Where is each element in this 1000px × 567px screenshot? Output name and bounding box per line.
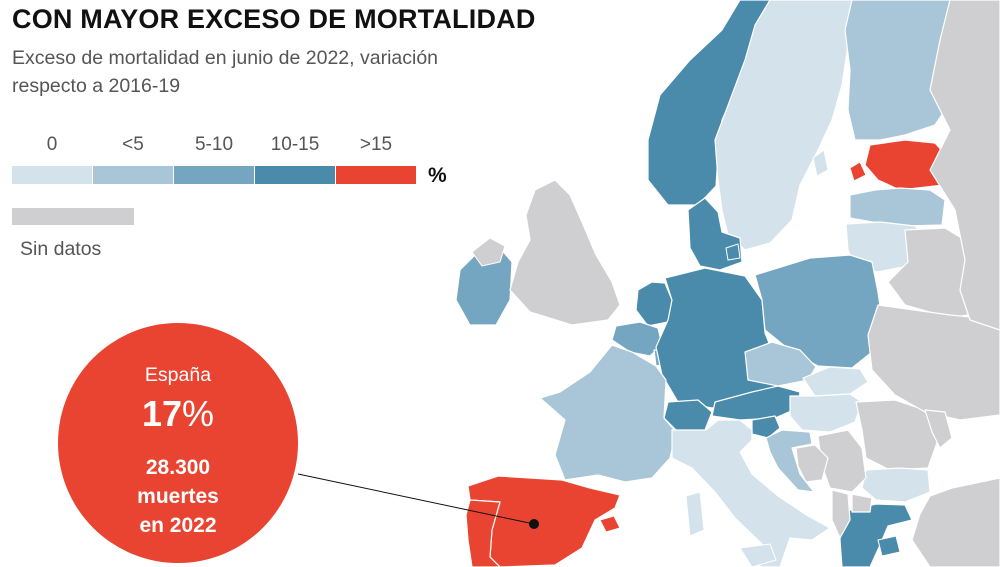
country-letonia — [849, 187, 946, 227]
island-estonia-0 — [849, 161, 867, 182]
country-suecia — [714, 0, 853, 251]
country-paises-bajos — [635, 281, 673, 327]
country-hungria — [789, 393, 863, 433]
spain-highlight-bubble: España 17% 28.300 muertes en 2022 — [58, 323, 298, 563]
country-francia — [539, 344, 677, 483]
country-rumania — [855, 399, 939, 471]
legend-label-4: >15 — [359, 134, 393, 155]
chart-title: CON MAYOR EXCESO DE MORTALIDAD — [12, 4, 536, 34]
island-suecia-1 — [812, 149, 829, 177]
island-grecia-7 — [877, 535, 901, 557]
island-espana-6 — [599, 515, 621, 533]
country-bulgaria — [861, 467, 931, 503]
country-italia — [671, 419, 831, 567]
country-reino-unido — [509, 179, 621, 326]
country-portugal — [465, 499, 501, 567]
chart-subtitle: Exceso de mortalidad en junio de 2022, v… — [12, 47, 439, 97]
country-moldavia — [924, 409, 953, 449]
country-chequia — [744, 341, 817, 387]
no-data-label: Sin datos — [20, 238, 102, 260]
country-macedonia — [851, 493, 873, 513]
country-turquia — [911, 477, 1000, 567]
island-italia-5 — [739, 543, 777, 567]
country-croacia — [765, 429, 815, 493]
legend-label-2: 5-10 — [194, 134, 234, 155]
island-reino-unido-3 — [471, 237, 506, 267]
legend-label-3: 10-15 — [270, 134, 320, 155]
legend-swatch-4 — [336, 166, 416, 184]
island-italia-4 — [685, 491, 705, 537]
no-data-swatch — [12, 208, 134, 225]
legend-label-0: 0 — [46, 134, 58, 155]
bubble-value-unit: % — [182, 393, 215, 434]
bubble-description: 28.300 muertes en 2022 — [137, 456, 219, 537]
legend-swatch-2 — [174, 166, 254, 184]
no-data-legend: Sin datos — [12, 208, 134, 261]
country-albania — [831, 489, 851, 539]
legend-swatch-3 — [255, 166, 335, 184]
bubble-country: España — [144, 364, 212, 386]
country-grecia — [839, 503, 913, 567]
legend-unit: % — [428, 164, 447, 187]
callout-line — [297, 473, 535, 525]
legend-swatch-1 — [93, 166, 173, 184]
country-rusia — [929, 0, 1000, 331]
callout-dot — [529, 519, 539, 529]
island-dinamarca-2 — [725, 243, 741, 261]
bubble-value-number: 17 — [141, 393, 183, 434]
legend-label-1: <5 — [122, 134, 144, 155]
bubble-value: 17% — [58, 393, 298, 435]
legend-swatch-0 — [12, 166, 92, 184]
country-bosnia — [795, 444, 829, 483]
legend-color-bar — [12, 166, 417, 184]
